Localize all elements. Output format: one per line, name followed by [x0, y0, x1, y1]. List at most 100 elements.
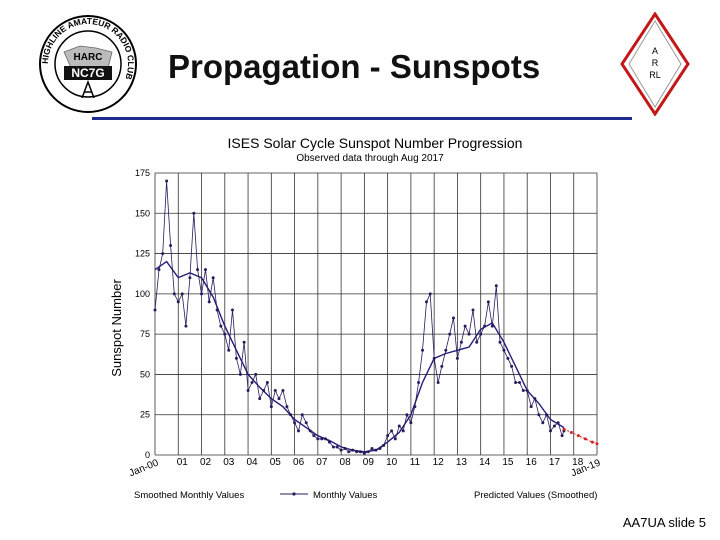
logo-callsign: NC7G [71, 66, 104, 80]
point-0-17 [219, 324, 223, 328]
point-0-52 [355, 450, 359, 454]
point-0-42 [316, 437, 320, 441]
point-0-45 [327, 440, 331, 444]
point-0-74 [440, 364, 444, 368]
point-2-0 [562, 427, 566, 431]
point-0-9 [188, 276, 192, 280]
point-0-64 [401, 429, 405, 433]
point-0-23 [242, 340, 246, 344]
x-tick-label-17: 17 [549, 457, 561, 468]
point-0-71 [428, 292, 432, 296]
x-tick-label-11: 11 [410, 457, 421, 468]
point-0-16 [215, 308, 219, 312]
arrl-letter-1: A [652, 46, 658, 56]
point-2-4 [590, 440, 594, 444]
point-0-89 [498, 340, 502, 344]
y-tick-label-1: 25 [140, 410, 150, 420]
arrl-diamond-logo: A R RL [620, 12, 690, 116]
x-tick-label-8: 08 [340, 457, 352, 468]
point-0-40 [308, 429, 312, 433]
point-0-33 [281, 389, 285, 393]
point-0-1 [157, 268, 161, 272]
point-0-59 [382, 443, 386, 447]
point-0-32 [277, 397, 281, 401]
point-0-7 [180, 292, 184, 296]
x-tick-labels: Jan-00 01 02 03 04 05 06 07 08 09 10 11 12 13 14 15 16 17… [128, 457, 603, 479]
club-logo: HIGHLINE AMATEUR RADIO CLUB HARC NC7G [39, 15, 137, 113]
point-0-30 [269, 405, 273, 409]
x-tick-label-7: 07 [316, 457, 328, 468]
point-0-88 [494, 284, 498, 288]
chart-grid [154, 172, 598, 456]
point-0-79 [459, 340, 463, 344]
x-tick-label-6: 06 [293, 457, 305, 468]
point-0-102 [548, 429, 552, 433]
point-2-2 [576, 434, 580, 438]
point-0-46 [331, 445, 335, 449]
point-0-0 [153, 308, 157, 312]
x-tick-label-18: 18 [572, 457, 584, 468]
point-0-22 [238, 372, 242, 376]
point-0-11 [196, 268, 200, 272]
point-0-58 [378, 447, 382, 451]
x-tick-label-15: 15 [502, 457, 514, 468]
point-0-54 [362, 451, 366, 455]
point-0-75 [444, 348, 448, 352]
point-0-35 [289, 413, 293, 417]
point-0-99 [537, 413, 541, 417]
point-0-77 [451, 316, 455, 320]
chart-legend: Smoothed Monthly Values Monthly Values P… [134, 490, 597, 501]
point-0-67 [413, 405, 417, 409]
point-0-55 [366, 450, 370, 454]
point-0-73 [436, 380, 440, 384]
point-0-31 [273, 389, 277, 393]
point-0-13 [203, 268, 207, 272]
slide-title: Propagation - Sunspots [168, 48, 541, 85]
point-0-87 [490, 324, 494, 328]
point-0-28 [262, 389, 266, 393]
point-0-90 [502, 348, 506, 352]
point-0-104 [556, 421, 560, 425]
legend-smoothed-label: Smoothed Monthly Values [134, 490, 244, 501]
y-axis-label: Sunspot Number [109, 279, 124, 377]
point-0-60 [386, 434, 390, 438]
point-0-20 [230, 308, 234, 312]
point-0-29 [265, 380, 269, 384]
point-0-81 [467, 332, 471, 336]
point-0-10 [192, 211, 196, 215]
legend-predicted-label: Predicted Values (Smoothed) [474, 490, 597, 501]
x-tick-label-9: 09 [363, 457, 375, 468]
x-tick-label-10: 10 [386, 457, 398, 468]
point-0-19 [227, 348, 231, 352]
point-0-38 [300, 413, 304, 417]
point-0-39 [304, 421, 308, 425]
point-0-37 [297, 429, 301, 433]
point-0-62 [393, 437, 397, 441]
point-2-3 [583, 437, 587, 441]
point-0-48 [339, 448, 343, 452]
point-0-72 [432, 356, 436, 360]
y-tick-label-0: 0 [145, 450, 150, 460]
point-0-78 [455, 356, 459, 360]
point-0-34 [285, 405, 289, 409]
point-0-65 [405, 413, 409, 417]
x-tick-label-3: 03 [223, 457, 235, 468]
series-line-0 [154, 181, 565, 454]
point-0-36 [293, 421, 297, 425]
point-0-21 [234, 356, 238, 360]
point-0-66 [409, 421, 413, 425]
y-tick-label-3: 75 [140, 329, 150, 339]
point-0-3 [165, 179, 169, 183]
point-0-44 [324, 437, 328, 441]
point-0-84 [479, 332, 483, 336]
point-0-86 [486, 300, 490, 304]
point-0-76 [448, 332, 452, 336]
point-0-4 [169, 244, 173, 248]
point-0-101 [545, 413, 549, 417]
point-0-15 [211, 276, 215, 280]
y-tick-label-4: 100 [135, 289, 150, 299]
series-line-1 [154, 260, 565, 453]
x-tick-label-13: 13 [456, 457, 468, 468]
point-2-5 [595, 442, 599, 446]
point-0-24 [246, 389, 250, 393]
